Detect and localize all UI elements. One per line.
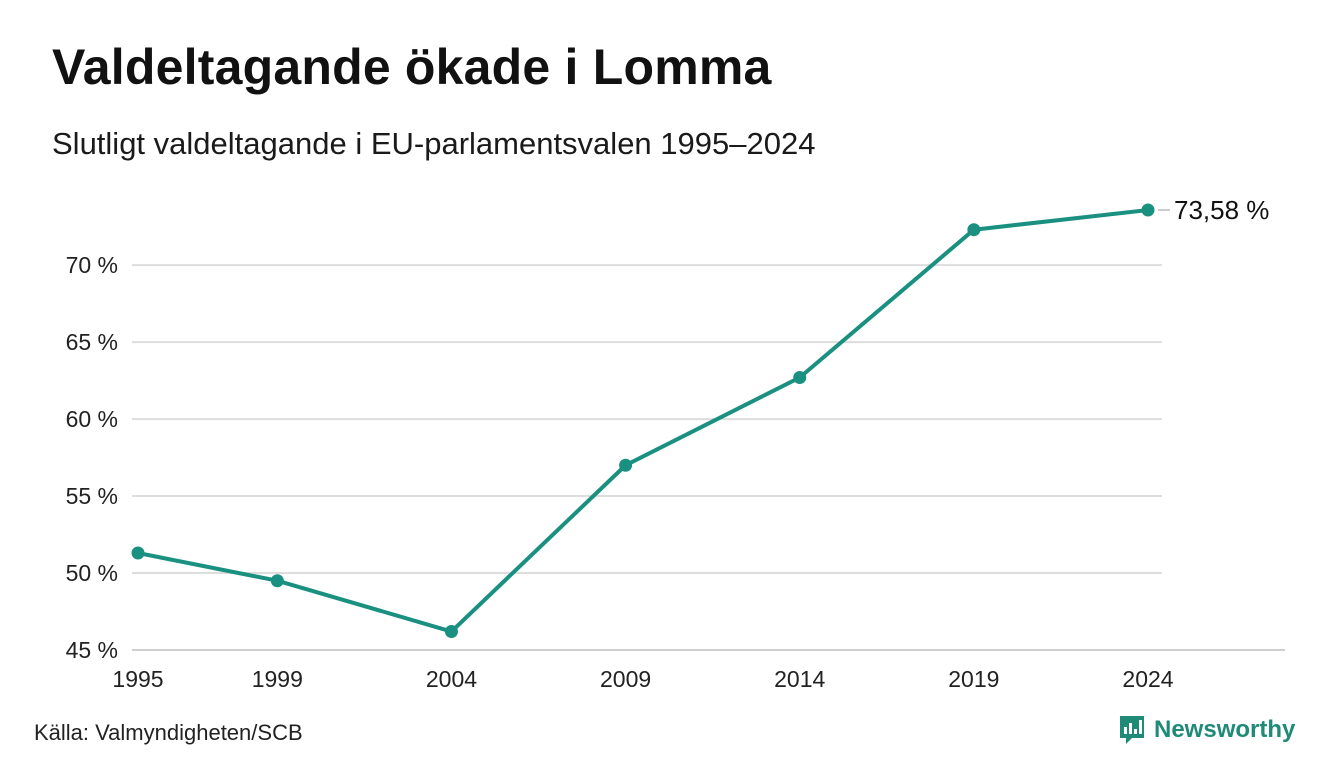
y-tick-label: 65 %	[66, 329, 118, 355]
chart-subtitle: Slutligt valdeltagande i EU-parlamentsva…	[52, 126, 816, 161]
x-tick-label: 2004	[426, 666, 477, 692]
data-point	[270, 574, 284, 588]
data-point	[444, 625, 458, 639]
series-line	[136, 208, 1150, 634]
chart-title: Valdeltagande ökade i Lomma	[52, 39, 772, 95]
y-tick-label: 45 %	[66, 637, 118, 663]
y-tick-label: 55 %	[66, 483, 118, 509]
data-point	[967, 223, 981, 237]
end-value-label: 73,58 %	[1174, 195, 1269, 225]
brand-name: Newsworthy	[1154, 716, 1296, 743]
bar-chart-speech-bubble-icon	[1120, 716, 1144, 744]
y-tick-label: 70 %	[66, 252, 118, 278]
x-tick-label: 2009	[600, 666, 651, 692]
data-point	[131, 546, 145, 560]
x-tick-label: 1999	[252, 666, 303, 692]
y-tick-label: 50 %	[66, 560, 118, 586]
source-note: Källa: Valmyndigheten/SCB	[34, 720, 303, 745]
x-tick-label: 2019	[948, 666, 999, 692]
x-tick-label: 2024	[1122, 666, 1173, 692]
x-tick-label: 2014	[774, 666, 825, 692]
data-point	[1141, 203, 1155, 217]
y-tick-label: 60 %	[66, 406, 118, 432]
data-point	[793, 371, 807, 385]
data-point	[619, 458, 633, 472]
brand-logo[interactable]: Newsworthy	[1118, 714, 1295, 746]
x-tick-label: 1995	[112, 666, 163, 692]
